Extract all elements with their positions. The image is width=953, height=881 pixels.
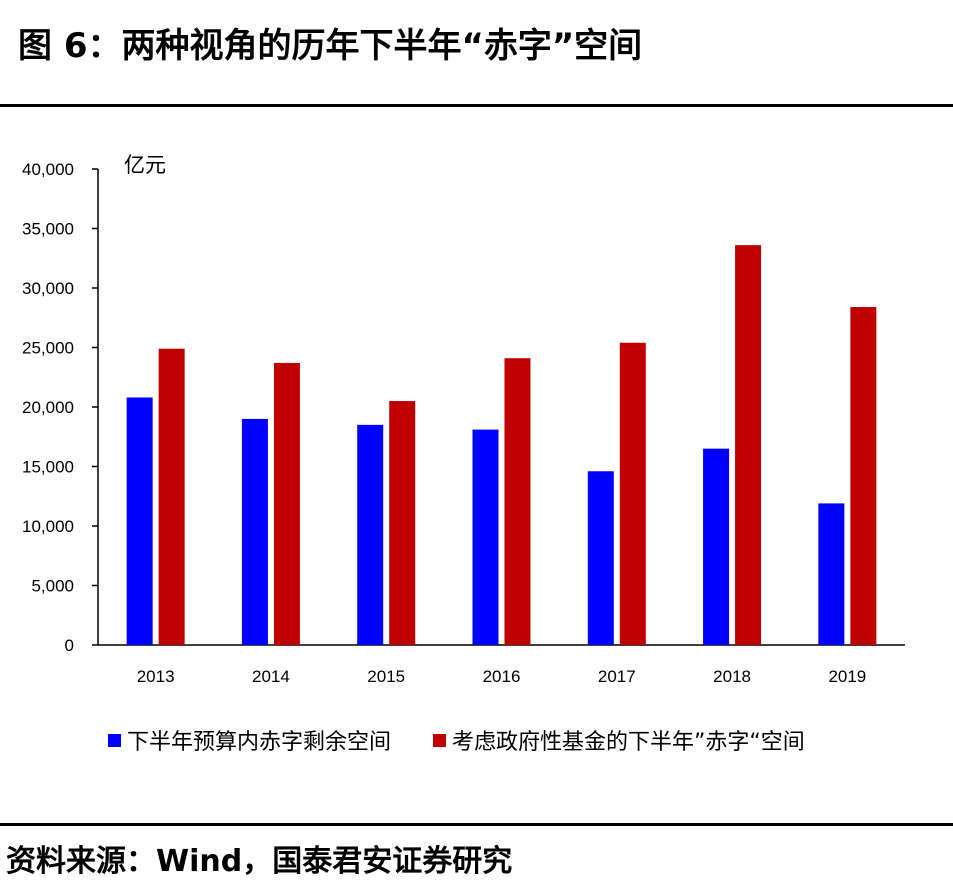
legend-label-series-2: 考虑政府性基金的下半年”赤字“空间 [452, 730, 805, 755]
bar-series-2-2016 [504, 358, 531, 645]
y-tick-label: 30,000 [22, 279, 74, 298]
y-tick-label: 5,000 [31, 577, 74, 596]
x-tick-label: 2015 [367, 667, 405, 686]
bar-series-2-2013 [158, 348, 185, 645]
figure-title: 图 6：两种视角的历年下半年“赤字”空间 [18, 26, 643, 66]
bar-series-1-2016 [472, 429, 499, 645]
bar-series-1-2017 [587, 471, 614, 645]
bar-series-2-2014 [273, 362, 300, 645]
bar-chart: 0 5,000 10,000 15,000 20,000 25,000 30,000 35,0… [22, 154, 905, 686]
bars [126, 245, 877, 645]
y-tick-label: 40,000 [22, 160, 74, 179]
bar-series-1-2018 [703, 448, 730, 645]
y-tick-label: 35,000 [22, 220, 74, 239]
legend-swatch-blue [108, 733, 121, 747]
y-tick-label: 10,000 [22, 517, 74, 536]
x-tick-label: 2016 [483, 667, 521, 686]
bar-series-2-2015 [389, 401, 416, 645]
bar-series-2-2017 [619, 342, 646, 645]
y-tick-label: 15,000 [22, 458, 74, 477]
bar-series-1-2015 [357, 424, 384, 645]
x-axis: 2013 2014 2015 2016 2017 2018 2019 [98, 644, 905, 686]
bar-series-1-2014 [241, 418, 268, 645]
bar-series-1-2013 [126, 397, 153, 645]
x-tick-label: 2014 [252, 667, 290, 686]
x-tick-label: 2019 [828, 667, 866, 686]
legend-item-series-2: 考虑政府性基金的下半年”赤字“空间 [433, 724, 805, 756]
source-note: 资料来源：Wind，国泰君安证券研究 [6, 844, 513, 879]
y-tick-label: 20,000 [22, 398, 74, 417]
bottom-divider [0, 823, 953, 826]
legend-swatch-red [433, 733, 447, 747]
legend: 下半年预算内赤字剩余空间 考虑政府性基金的下半年”赤字“空间 [108, 724, 847, 756]
x-tick-label: 2017 [598, 667, 636, 686]
y-axis-unit-label: 亿元 [124, 154, 166, 177]
x-tick-label: 2018 [713, 667, 751, 686]
x-tick-label: 2013 [137, 667, 175, 686]
bar-series-2-2018 [735, 245, 762, 645]
legend-item-series-1: 下半年预算内赤字剩余空间 [108, 724, 391, 756]
bar-series-1-2019 [818, 503, 845, 645]
y-axis: 0 5,000 10,000 15,000 20,000 25,000 30,000 35,0… [22, 160, 99, 655]
y-tick-label: 25,000 [22, 339, 74, 358]
y-tick-label: 0 [65, 636, 74, 655]
bar-series-2-2019 [850, 307, 877, 645]
legend-label-series-1: 下半年预算内赤字剩余空间 [127, 730, 392, 755]
top-divider [0, 104, 953, 107]
